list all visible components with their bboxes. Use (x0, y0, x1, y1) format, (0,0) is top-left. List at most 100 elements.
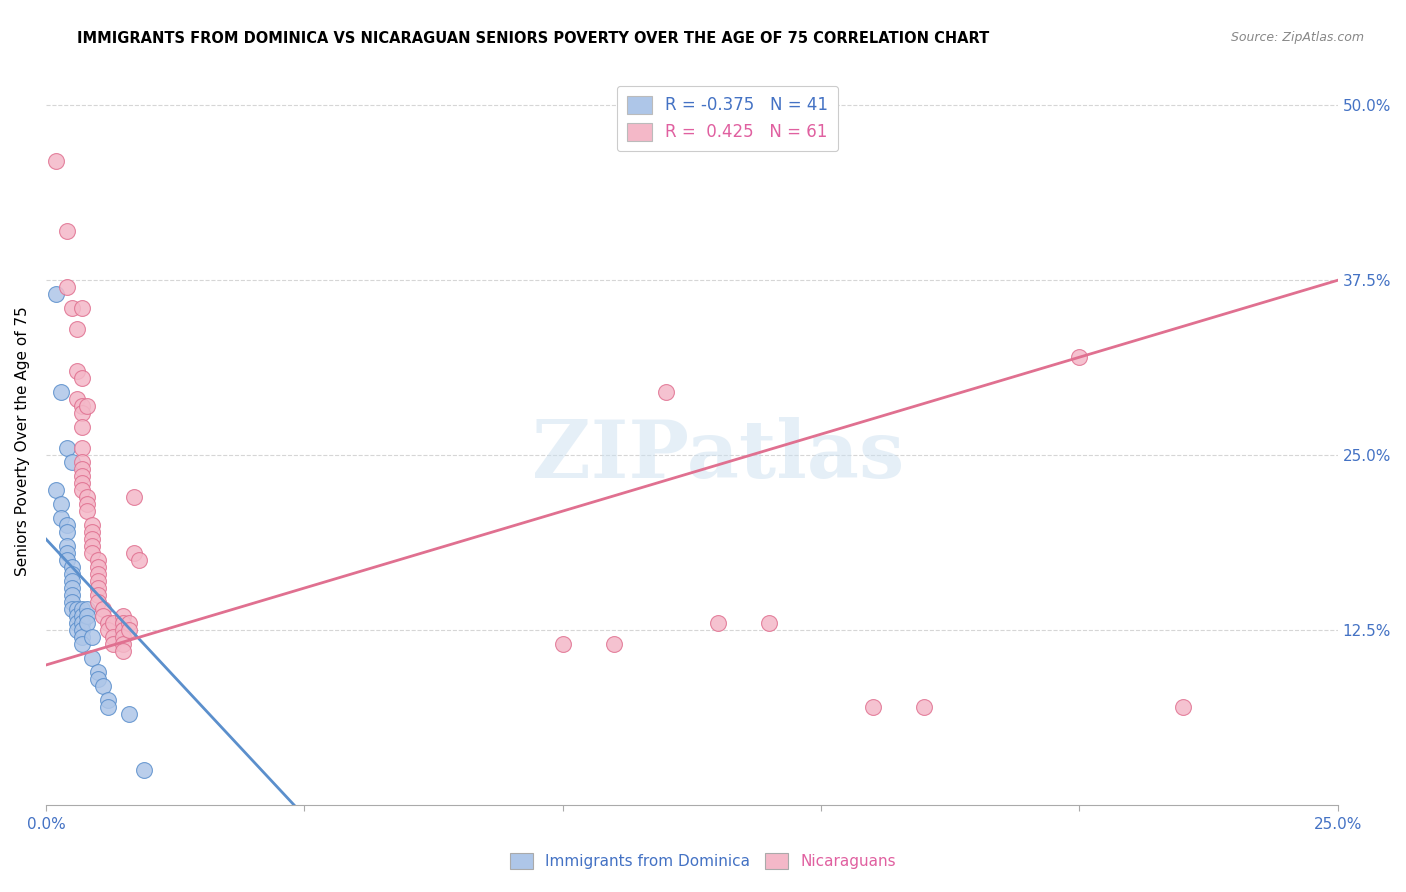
Point (66, 364, 89, 378)
Point (70, 602, 93, 616)
Point (1069, 350, 1091, 364)
Point (82, 651, 104, 665)
Point (60, 588, 83, 602)
Point (66, 322, 89, 336)
Point (603, 637, 626, 651)
Point (60, 301, 83, 316)
Text: IMMIGRANTS FROM DOMINICA VS NICARAGUAN SENIORS POVERTY OVER THE AGE OF 75 CORREL: IMMIGRANTS FROM DOMINICA VS NICARAGUAN S… (77, 31, 990, 46)
Point (70, 399, 93, 413)
Point (82, 518, 104, 533)
Point (117, 615, 139, 630)
Point (101, 615, 124, 630)
Point (112, 609, 135, 624)
Point (45, 483, 67, 497)
Point (66, 615, 89, 630)
Point (55, 553, 77, 567)
Point (112, 623, 135, 637)
Point (70, 615, 93, 630)
Point (82, 539, 104, 553)
Point (70, 371, 93, 385)
Point (51, 497, 73, 511)
Point (86, 560, 108, 574)
Point (82, 525, 104, 540)
Point (60, 455, 83, 469)
Point (117, 706, 139, 721)
Point (70, 462, 93, 476)
Point (112, 615, 135, 630)
Point (70, 420, 93, 434)
Point (91, 602, 114, 616)
Point (60, 560, 83, 574)
Point (551, 637, 574, 651)
Legend: Immigrants from Dominica, Nicaraguans: Immigrants from Dominica, Nicaraguans (503, 847, 903, 875)
Point (112, 637, 135, 651)
Point (122, 490, 145, 504)
Point (117, 623, 139, 637)
Point (60, 574, 83, 588)
Point (70, 441, 93, 455)
Point (82, 546, 104, 560)
Point (86, 574, 108, 588)
Point (51, 511, 73, 525)
Point (76, 399, 98, 413)
Point (45, 154, 67, 169)
Point (1171, 700, 1194, 714)
Point (76, 490, 98, 504)
Point (70, 623, 93, 637)
Point (70, 637, 93, 651)
Point (55, 224, 77, 238)
Point (655, 385, 678, 400)
Point (86, 672, 108, 686)
Point (122, 546, 145, 560)
Point (86, 581, 108, 595)
Point (70, 455, 93, 469)
Point (101, 630, 124, 644)
Point (51, 385, 73, 400)
Legend: R = -0.375   N = 41, R =  0.425   N = 61: R = -0.375 N = 41, R = 0.425 N = 61 (617, 86, 838, 152)
Point (91, 609, 114, 624)
Point (70, 406, 93, 420)
Point (82, 630, 104, 644)
Point (128, 553, 150, 567)
Point (60, 595, 83, 609)
Point (706, 615, 728, 630)
Point (97, 700, 120, 714)
Point (76, 602, 98, 616)
Point (86, 567, 108, 582)
Point (76, 497, 98, 511)
Point (76, 609, 98, 624)
Point (912, 700, 935, 714)
Point (70, 476, 93, 491)
Point (134, 763, 156, 777)
Point (66, 602, 89, 616)
Point (76, 504, 98, 518)
Point (112, 630, 135, 644)
Point (60, 602, 83, 616)
Point (758, 615, 780, 630)
Point (55, 518, 77, 533)
Point (101, 637, 124, 651)
Point (60, 567, 83, 582)
Point (86, 588, 108, 602)
Point (55, 546, 77, 560)
Point (70, 483, 93, 497)
Point (97, 693, 120, 707)
Point (55, 539, 77, 553)
Point (55, 441, 77, 455)
Point (70, 609, 93, 624)
Point (97, 623, 120, 637)
Point (86, 665, 108, 679)
Point (70, 630, 93, 644)
Point (66, 609, 89, 624)
Text: ZIPatlas: ZIPatlas (531, 417, 904, 495)
Point (55, 525, 77, 540)
Text: Source: ZipAtlas.com: Source: ZipAtlas.com (1230, 31, 1364, 45)
Point (70, 469, 93, 483)
Y-axis label: Seniors Poverty Over the Age of 75: Seniors Poverty Over the Age of 75 (15, 306, 30, 576)
Point (97, 615, 120, 630)
Point (70, 301, 93, 316)
Point (45, 287, 67, 301)
Point (86, 553, 108, 567)
Point (66, 392, 89, 407)
Point (55, 280, 77, 294)
